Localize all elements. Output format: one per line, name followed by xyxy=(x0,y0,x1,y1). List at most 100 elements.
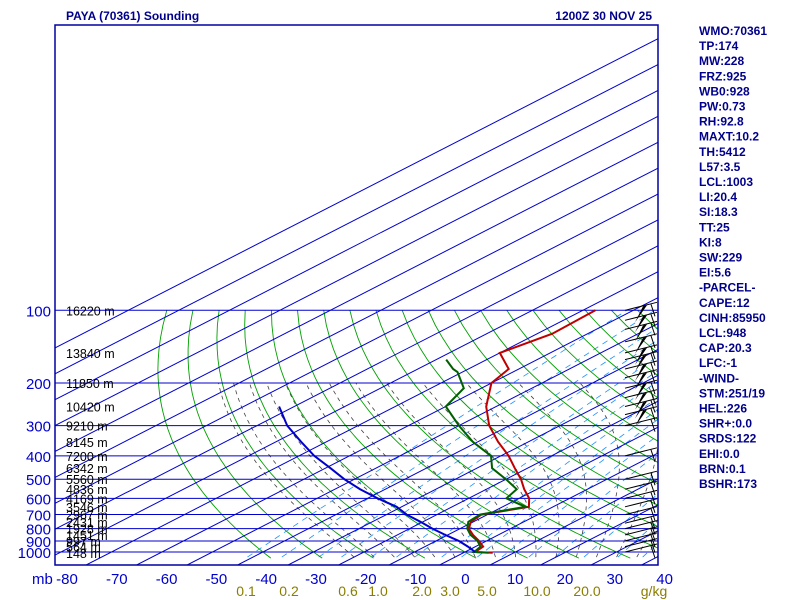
chart-title: PAYA (70361) Sounding xyxy=(66,9,199,23)
mixing-ratio-lines xyxy=(247,309,658,558)
isotherm-line xyxy=(338,400,658,565)
dry-adiabat-line xyxy=(427,310,658,506)
height-label: 11850 m xyxy=(66,377,114,391)
dry-adiabat-line xyxy=(584,309,658,377)
isotherm-line xyxy=(55,115,658,427)
wind-barb xyxy=(624,538,658,553)
mixing-ratio-line xyxy=(281,309,655,558)
isotherm-line xyxy=(590,530,658,565)
pressure-tick-label: 400 xyxy=(26,449,51,466)
temperature-tick-label: -80 xyxy=(56,571,78,588)
mixing-ratio-line xyxy=(528,452,658,558)
mixing-ratio-label: 3.0 xyxy=(440,583,460,599)
parcel-trace xyxy=(278,406,476,553)
temperature-tick-label: 40 xyxy=(656,571,673,588)
pressure-tick-label: 200 xyxy=(26,376,51,393)
index-value: -WIND- xyxy=(699,371,739,385)
pressure-tick-label: 600 xyxy=(26,491,51,508)
index-value: LFC:-1 xyxy=(699,356,737,370)
moist-adiabat-line xyxy=(305,382,456,558)
pressure-tick-label: 100 xyxy=(26,303,51,320)
mixing-ratio-line xyxy=(617,520,658,558)
height-label: 4836 m xyxy=(66,483,108,497)
mixing-ratio-label: 2.0 xyxy=(412,583,432,599)
dry-adiabat-line xyxy=(454,310,658,485)
index-value: KI:8 xyxy=(699,235,722,249)
moist-adiabat-line xyxy=(518,382,587,558)
isotherm-line xyxy=(55,219,658,530)
wind-barbs xyxy=(624,301,658,559)
temperature-tick-label: 30 xyxy=(606,571,623,588)
dry-adiabat-line xyxy=(401,310,658,528)
mixing-ratio-label: 0.1 xyxy=(236,583,256,599)
index-value: HEL:226 xyxy=(699,402,747,416)
moist-adiabat-line xyxy=(355,382,496,558)
temperature-trace xyxy=(467,309,596,554)
wind-barb xyxy=(624,311,658,333)
height-label: 9210 m xyxy=(66,420,108,434)
mixing-ratio-label: 5.0 xyxy=(477,583,497,599)
temperature-tick-label: 10 xyxy=(507,571,524,588)
mixing-ratio-line xyxy=(341,339,658,558)
index-value: LCL:1003 xyxy=(699,175,753,189)
index-value: LI:20.4 xyxy=(699,190,737,204)
moist-adiabat-line xyxy=(249,382,395,558)
index-value: BSHR:173 xyxy=(699,477,757,491)
height-label: 16220 m xyxy=(66,304,115,318)
temperature-tick-label: -40 xyxy=(255,571,277,588)
index-value: EHI:0.0 xyxy=(699,447,740,461)
index-value: BRN:0.1 xyxy=(699,462,746,476)
moist-adiabat-line xyxy=(579,382,620,558)
wind-barb xyxy=(624,379,658,401)
height-label: 10420 m xyxy=(66,400,115,414)
moist-adiabat-line xyxy=(329,382,476,558)
moist-adiabat-line xyxy=(233,382,375,558)
moist-adiabat-line xyxy=(285,382,436,558)
index-value: PW:0.73 xyxy=(699,100,746,114)
dry-adiabat-line xyxy=(244,310,426,559)
isotherm-line xyxy=(186,322,658,565)
index-value: WB0:928 xyxy=(699,84,750,98)
wind-barb xyxy=(624,489,658,505)
sounding-traces xyxy=(278,309,596,554)
height-label: 997 m xyxy=(66,535,101,549)
wind-barb xyxy=(624,506,658,521)
isotherm-line xyxy=(55,193,658,504)
wind-barb xyxy=(624,320,658,342)
isotherm-line xyxy=(55,64,658,375)
index-value: MAXT:10.2 xyxy=(699,130,759,144)
index-value: L57:3.5 xyxy=(699,160,741,174)
temperature-tick-label: -50 xyxy=(206,571,228,588)
dry-adiabat-line xyxy=(506,310,658,442)
pressure-tick-label: 300 xyxy=(26,419,51,436)
wind-barb xyxy=(624,520,658,535)
mixing-ratio-line xyxy=(477,418,658,558)
moist-adiabat-line xyxy=(218,383,355,558)
pressure-tick-label: 700 xyxy=(26,508,51,525)
mixing-ratio-label: 0.6 xyxy=(338,583,358,599)
wind-barb xyxy=(624,480,658,496)
grid xyxy=(55,38,658,565)
index-value: RH:92.8 xyxy=(699,115,744,129)
mixing-ratio-label: 1.0 xyxy=(368,583,388,599)
wind-barb xyxy=(624,543,658,559)
isotherm-line xyxy=(136,297,658,565)
temperature-tick-label: 0 xyxy=(461,571,469,588)
index-value: STM:251/19 xyxy=(699,386,765,400)
height-label: 4169 m xyxy=(66,492,108,506)
height-label: 7200 m xyxy=(66,450,108,464)
temperature-tick-label: -10 xyxy=(405,571,427,588)
height-label: 2967 m xyxy=(66,509,108,523)
mixing-ratio-label: 0.2 xyxy=(279,583,299,599)
height-label: 3546 m xyxy=(66,501,108,515)
height-label: 8145 m xyxy=(66,436,108,450)
wind-barb xyxy=(624,398,658,419)
isotherm-line xyxy=(55,167,658,478)
index-value: SRDS:122 xyxy=(699,432,757,446)
mixing-ratio-line xyxy=(554,471,658,558)
isotherm-line xyxy=(55,245,658,556)
dry-adiabat-line xyxy=(795,310,800,558)
temperature-tick-label: -20 xyxy=(355,571,377,588)
moist-adiabat-line xyxy=(422,382,537,558)
